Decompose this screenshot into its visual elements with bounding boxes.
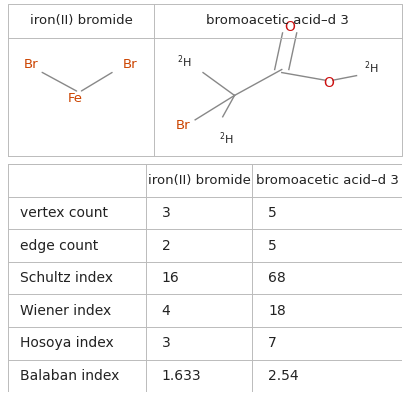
Text: O: O <box>283 20 294 34</box>
Text: 5: 5 <box>267 239 276 253</box>
Text: iron(II) bromide: iron(II) bromide <box>29 14 132 27</box>
Text: 18: 18 <box>267 304 285 318</box>
Text: 3: 3 <box>161 206 170 220</box>
Text: Br: Br <box>122 59 137 71</box>
Text: vertex count: vertex count <box>20 206 108 220</box>
Text: Wiener index: Wiener index <box>20 304 111 318</box>
Text: 68: 68 <box>267 271 285 285</box>
Text: Hosoya index: Hosoya index <box>20 336 113 350</box>
Text: 16: 16 <box>161 271 179 285</box>
Text: Br: Br <box>175 120 190 132</box>
Text: $^2$H: $^2$H <box>176 53 191 70</box>
Text: iron(II) bromide: iron(II) bromide <box>147 174 250 187</box>
Text: 4: 4 <box>161 304 170 318</box>
Text: 3: 3 <box>161 336 170 350</box>
Text: Balaban index: Balaban index <box>20 369 119 383</box>
Text: 2.54: 2.54 <box>267 369 298 383</box>
Text: edge count: edge count <box>20 239 98 253</box>
Text: 7: 7 <box>267 336 276 350</box>
Text: O: O <box>323 76 334 90</box>
Text: bromoacetic acid–d 3: bromoacetic acid–d 3 <box>255 174 398 187</box>
Text: $^2$H: $^2$H <box>219 131 234 147</box>
Text: Br: Br <box>24 59 38 71</box>
Text: bromoacetic acid–d 3: bromoacetic acid–d 3 <box>206 14 348 27</box>
Text: Fe: Fe <box>67 92 82 105</box>
Text: 2: 2 <box>161 239 170 253</box>
Text: Schultz index: Schultz index <box>20 271 113 285</box>
Text: 1.633: 1.633 <box>161 369 201 383</box>
Text: 5: 5 <box>267 206 276 220</box>
Text: $^2$H: $^2$H <box>364 60 378 76</box>
